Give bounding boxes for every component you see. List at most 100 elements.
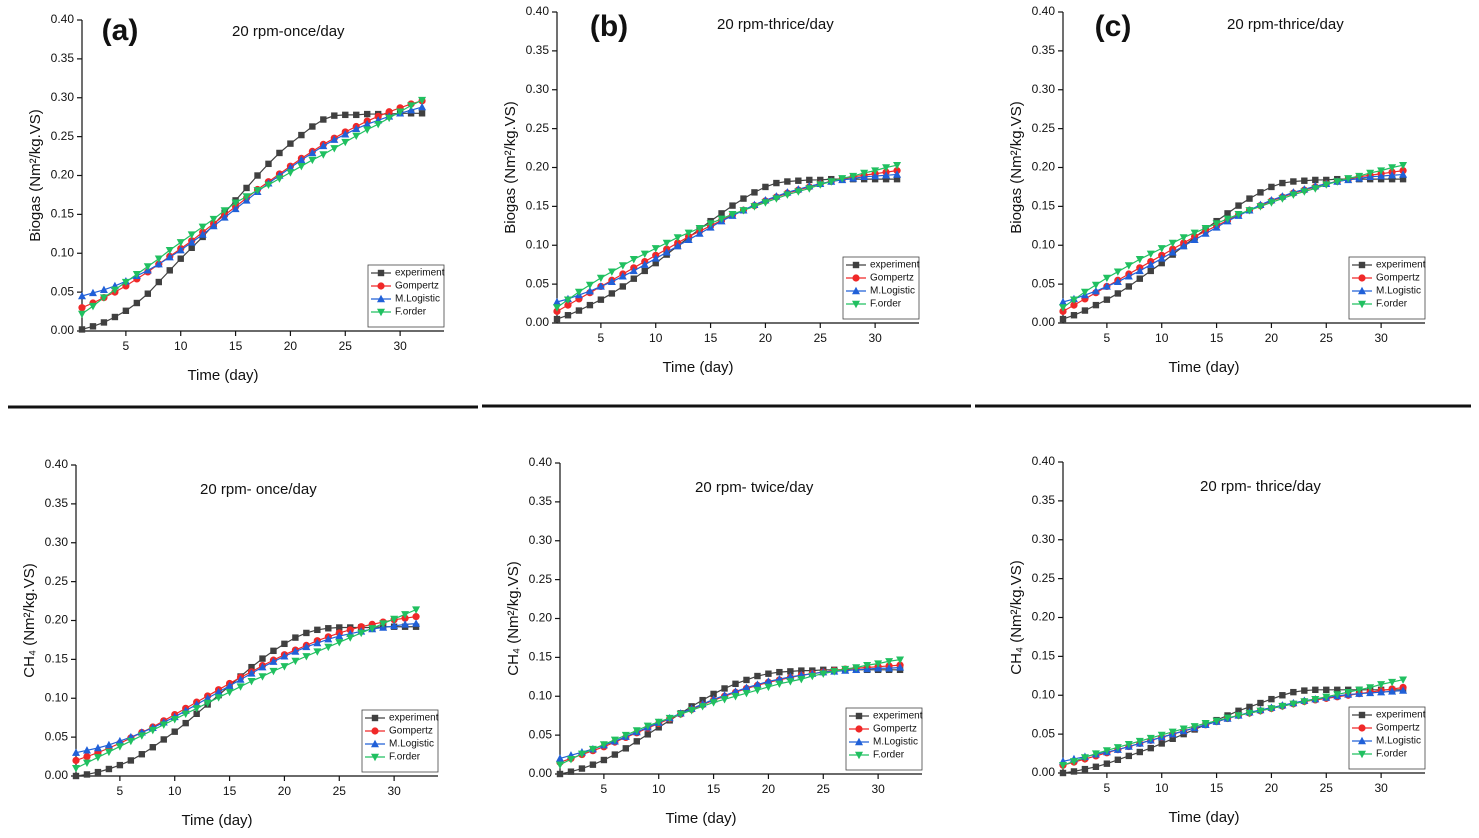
marker [176,245,185,254]
y-tick-label: 0.20 [1032,610,1056,624]
y-tick-label: 0.05 [1032,726,1056,740]
marker [1168,248,1177,256]
marker [1223,714,1232,722]
chart-title: 20 rpm- twice/day [695,479,814,496]
marker [313,648,322,656]
marker [651,254,660,262]
marker [258,673,267,681]
marker [1201,229,1210,237]
marker [611,751,619,758]
chart-title: 20 rpm- once/day [200,481,317,498]
marker [154,255,163,263]
marker [364,110,371,118]
marker [1388,687,1397,695]
marker [1179,241,1188,250]
marker [353,111,360,119]
marker [1091,286,1100,295]
marker [1323,686,1330,694]
marker [827,178,836,186]
marker [1257,699,1264,707]
marker [794,188,803,196]
marker [1147,744,1154,752]
y-axis-label: Biogas (Nm²/kg.VS) [27,109,44,242]
marker [418,102,427,111]
legend-marker [371,714,379,722]
marker [418,96,427,105]
marker [193,710,200,717]
marker [1278,702,1287,711]
marker [1113,268,1122,276]
x-tick-label: 20 [762,782,776,796]
x-tick-label: 15 [1210,331,1224,345]
marker [1147,267,1154,275]
marker [662,248,671,256]
legend-label: F.order [395,307,427,318]
marker [764,677,773,685]
marker [1102,274,1111,283]
marker [319,141,328,150]
marker [192,705,201,713]
legend-label: Gompertz [870,273,914,284]
legend-marker [855,725,863,733]
marker [320,116,327,123]
marker [1224,210,1231,217]
marker [1114,756,1122,763]
marker [1366,688,1375,697]
marker [607,268,616,276]
marker [412,619,421,627]
legend-marker [1358,736,1366,745]
legend-marker [852,286,860,295]
y-tick-label: 0.40 [526,4,550,18]
x-tick-label: 25 [1320,331,1334,345]
marker [254,172,261,179]
marker [1212,717,1221,726]
x-axis-label: Time (day) [665,810,736,827]
marker [1267,705,1276,713]
marker [1135,256,1144,264]
marker [742,683,751,691]
y-tick-label: 0.35 [529,494,553,508]
marker [852,664,861,672]
x-axis-label: Time (day) [662,359,733,376]
marker [1136,748,1143,756]
marker [841,665,850,674]
marker [88,302,97,311]
legend-marker [1358,724,1366,732]
legend-marker [377,308,385,317]
marker [352,124,361,133]
marker [324,634,333,643]
x-tick-label: 5 [598,331,605,345]
marker [838,175,847,183]
marker [144,290,152,297]
marker [286,169,295,177]
y-tick-label: 0.20 [51,168,75,182]
marker [319,151,328,159]
marker [1146,734,1155,743]
marker [1113,277,1122,285]
marker [1080,754,1089,762]
marker [596,282,605,290]
marker [1268,183,1275,191]
x-tick-label: 5 [1104,331,1111,345]
y-tick-label: 0.25 [526,121,550,135]
y-tick-label: 0.25 [1032,571,1056,585]
marker [567,768,575,775]
marker [775,680,784,689]
marker [93,754,102,762]
y-tick-label: 0.35 [45,496,69,510]
legend-marker [371,739,379,748]
y-axis-label: Biogas (Nm²/kg.VS) [1008,101,1025,234]
marker [644,731,651,738]
x-tick-label: 10 [652,782,666,796]
marker [893,161,902,170]
marker [121,278,130,287]
marker [655,724,662,731]
marker [1267,199,1276,207]
marker [1092,763,1100,770]
marker [181,710,190,718]
marker [786,672,795,681]
legend-label: F.order [870,299,902,310]
marker [1102,747,1111,755]
marker [132,271,141,279]
